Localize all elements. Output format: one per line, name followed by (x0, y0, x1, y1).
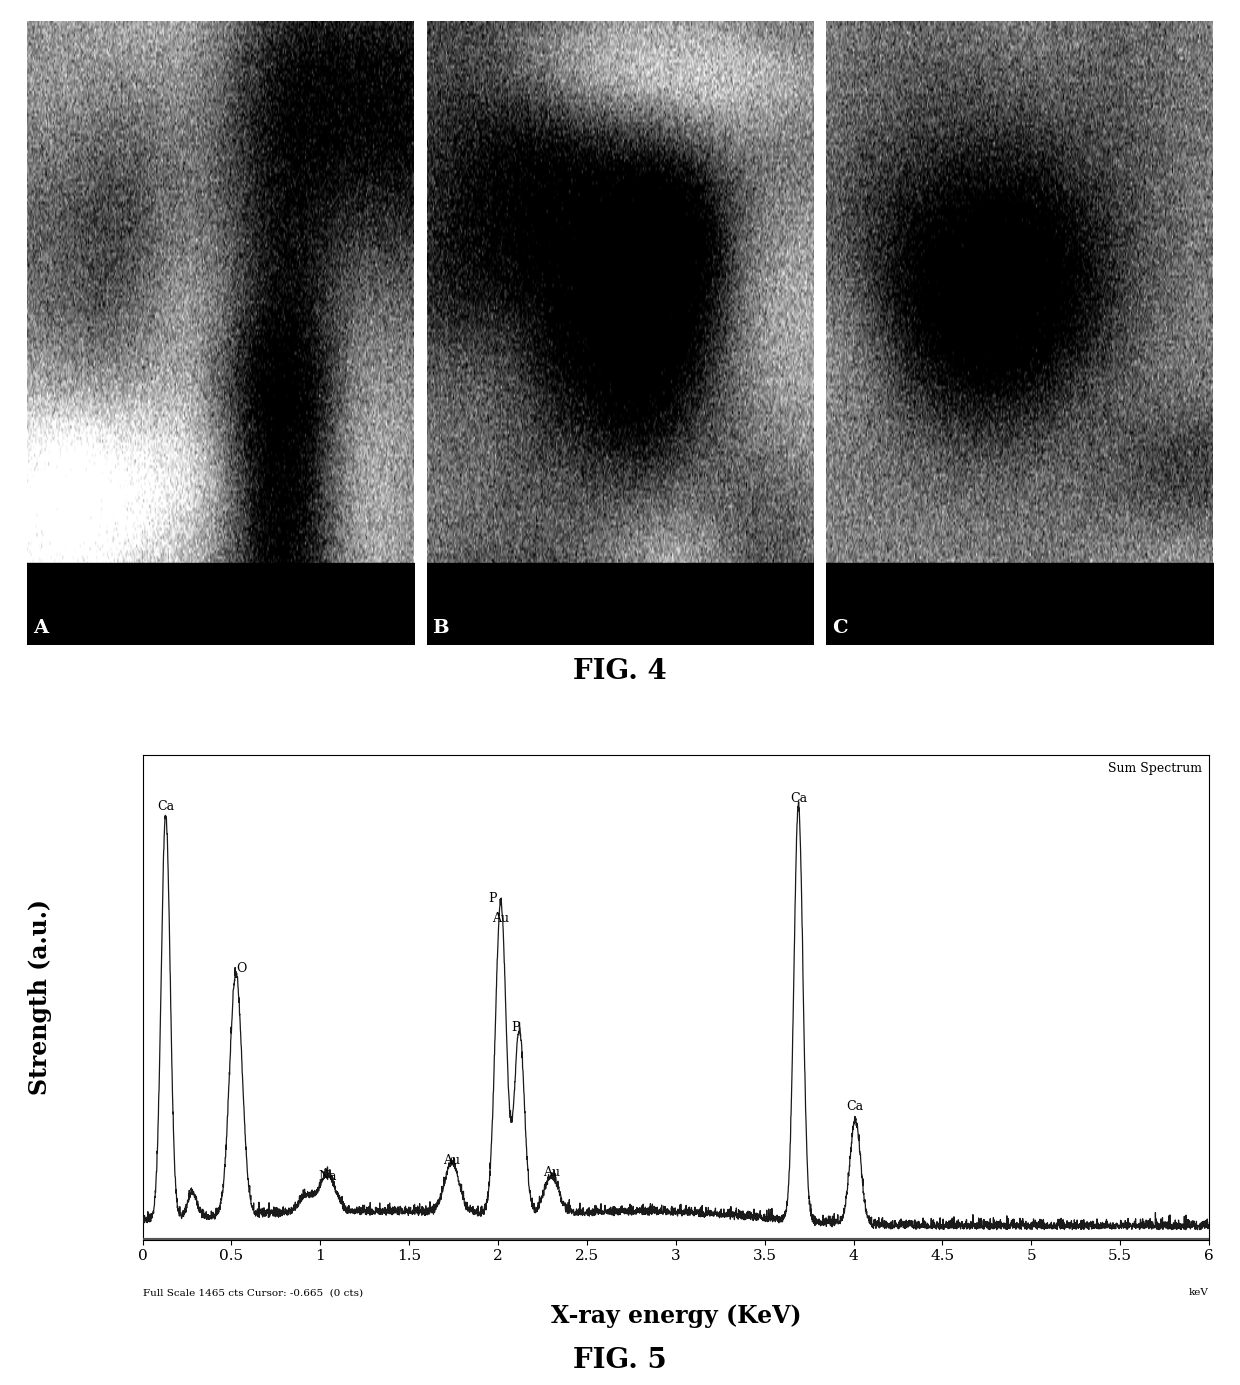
Text: B: B (433, 619, 449, 637)
Text: FIG. 4: FIG. 4 (573, 658, 667, 686)
Text: Na: Na (319, 1170, 337, 1183)
Text: A: A (33, 619, 48, 637)
Text: Au: Au (543, 1166, 560, 1179)
Text: Au: Au (444, 1154, 460, 1166)
Text: FIG. 5: FIG. 5 (573, 1346, 667, 1374)
Text: Ca: Ca (847, 1100, 864, 1112)
Text: P: P (511, 1021, 520, 1033)
Text: C: C (832, 619, 847, 637)
Text: X-ray energy (KeV): X-ray energy (KeV) (551, 1303, 801, 1328)
Text: Ca: Ca (790, 792, 807, 805)
Text: Sum Spectrum: Sum Spectrum (1107, 762, 1202, 776)
Text: P: P (489, 892, 497, 904)
Text: O: O (236, 963, 247, 975)
Text: keV: keV (1189, 1288, 1209, 1296)
Text: Strength (a.u.): Strength (a.u.) (27, 899, 52, 1096)
Text: Au: Au (492, 913, 510, 925)
Text: Ca: Ca (157, 801, 175, 813)
Text: Full Scale 1465 cts Cursor: -0.665  (0 cts): Full Scale 1465 cts Cursor: -0.665 (0 ct… (143, 1288, 363, 1296)
